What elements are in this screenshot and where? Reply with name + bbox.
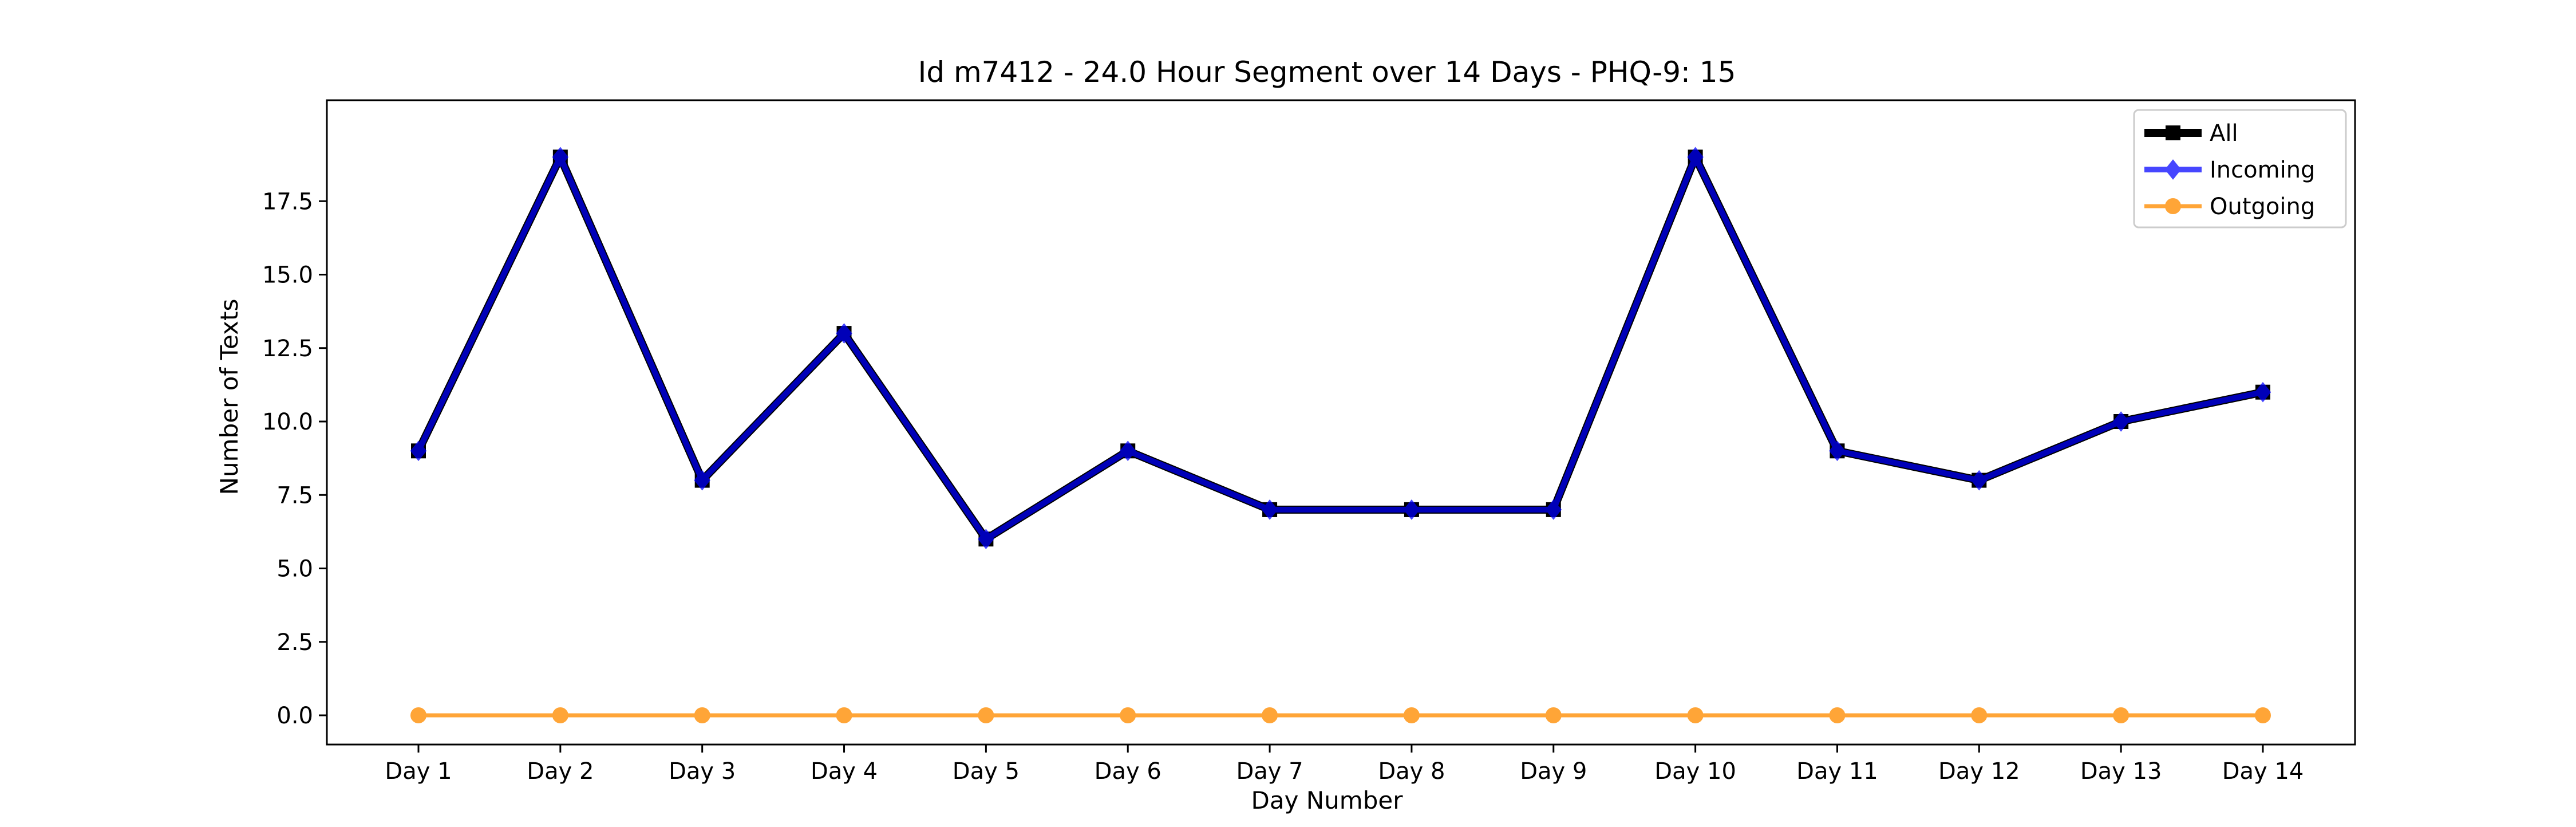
data-point-incoming xyxy=(1545,499,1562,520)
data-point-incoming xyxy=(1119,440,1136,462)
x-tick-label: Day 8 xyxy=(1378,758,1445,785)
x-axis-label: Day Number xyxy=(1251,786,1403,814)
data-point-outgoing xyxy=(1971,707,1988,723)
x-tick-label: Day 3 xyxy=(669,758,736,785)
x-tick-label: Day 4 xyxy=(811,758,878,785)
legend-box xyxy=(2133,109,2347,229)
y-tick-label: 7.5 xyxy=(276,482,313,509)
legend-marker xyxy=(2165,198,2181,214)
chart-title: Id m7412 - 24.0 Hour Segment over 14 Day… xyxy=(918,56,1736,89)
data-point-incoming xyxy=(410,440,427,462)
series-incoming xyxy=(410,147,2271,550)
y-tick-label: 15.0 xyxy=(262,262,313,289)
data-point-outgoing xyxy=(1262,707,1278,723)
data-point-incoming xyxy=(1261,499,1278,520)
legend-marker xyxy=(2166,125,2180,140)
series-outgoing xyxy=(410,707,2271,723)
x-tick-label: Day 12 xyxy=(1938,758,2020,785)
data-point-incoming xyxy=(2254,381,2271,403)
data-point-incoming xyxy=(1687,147,1704,168)
legend-swatch-all xyxy=(2144,125,2202,140)
data-point-incoming xyxy=(836,323,852,344)
x-tick-label: Day 5 xyxy=(953,758,1020,785)
y-tick-label: 12.5 xyxy=(262,336,313,362)
data-point-incoming xyxy=(1829,440,1846,462)
legend-marker xyxy=(2164,159,2182,180)
data-point-incoming xyxy=(1971,470,1988,491)
legend-label: All xyxy=(2210,120,2238,147)
x-tick-label: Day 10 xyxy=(1654,758,1736,785)
plot-area xyxy=(410,147,2271,723)
x-tick-label: Day 6 xyxy=(1095,758,1161,785)
y-axis-label: Number of Texts xyxy=(215,299,243,495)
x-tick-label: Day 9 xyxy=(1520,758,1587,785)
y-tick-label: 10.0 xyxy=(262,409,313,435)
data-point-outgoing xyxy=(694,707,710,723)
data-point-incoming xyxy=(1403,499,1420,520)
y-tick-label: 0.0 xyxy=(276,703,313,729)
data-point-incoming xyxy=(978,529,994,550)
y-tick-label: 5.0 xyxy=(276,556,313,582)
y-tick-label: 2.5 xyxy=(276,629,313,656)
legend-entry-incoming: Incoming xyxy=(2144,157,2315,183)
x-tick-label: Day 13 xyxy=(2080,758,2162,785)
data-point-outgoing xyxy=(2113,707,2129,723)
plot-frame xyxy=(326,99,2356,746)
legend-entry-all: All xyxy=(2144,120,2238,147)
data-point-outgoing xyxy=(2255,707,2271,723)
x-tick-label: Day 2 xyxy=(527,758,594,785)
legend-label: Incoming xyxy=(2210,157,2315,183)
data-point-outgoing xyxy=(552,707,568,723)
legend: All Incoming Outgoing xyxy=(2133,109,2347,229)
legend-label: Outgoing xyxy=(2210,194,2315,220)
data-point-outgoing xyxy=(1829,707,1846,723)
data-point-outgoing xyxy=(1687,707,1704,723)
data-point-outgoing xyxy=(1545,707,1562,723)
data-point-incoming xyxy=(2112,411,2129,432)
data-point-outgoing xyxy=(978,707,994,723)
x-tick-label: Day 11 xyxy=(1796,758,1878,785)
series-line-incoming xyxy=(416,154,2266,542)
data-point-incoming xyxy=(694,470,710,491)
legend-swatch-outgoing xyxy=(2144,198,2202,214)
axes: 0.0 2.5 5.0 7.5 10.0 12.5 15.0 17.5 Day 1 Day 2 Da… xyxy=(262,99,2356,785)
data-point-outgoing xyxy=(836,707,852,723)
series-all xyxy=(411,149,2270,547)
x-tick-label: Day 1 xyxy=(385,758,452,785)
data-point-outgoing xyxy=(1403,707,1420,723)
legend-swatch-incoming xyxy=(2144,159,2202,180)
x-tick-label: Day 7 xyxy=(1236,758,1303,785)
data-point-incoming xyxy=(552,147,569,168)
data-point-outgoing xyxy=(1120,707,1136,723)
data-point-outgoing xyxy=(410,707,426,723)
y-tick-label: 17.5 xyxy=(262,188,313,215)
legend-entry-outgoing: Outgoing xyxy=(2144,194,2315,220)
x-tick-label: Day 14 xyxy=(2222,758,2304,785)
